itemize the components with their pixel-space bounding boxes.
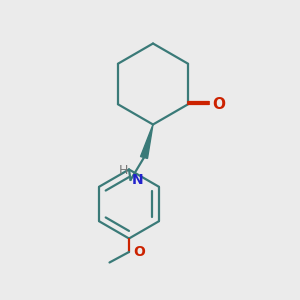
Polygon shape: [140, 124, 153, 158]
Text: H: H: [119, 164, 129, 178]
Text: N: N: [132, 173, 144, 187]
Text: O: O: [133, 245, 145, 259]
Text: O: O: [213, 97, 226, 112]
